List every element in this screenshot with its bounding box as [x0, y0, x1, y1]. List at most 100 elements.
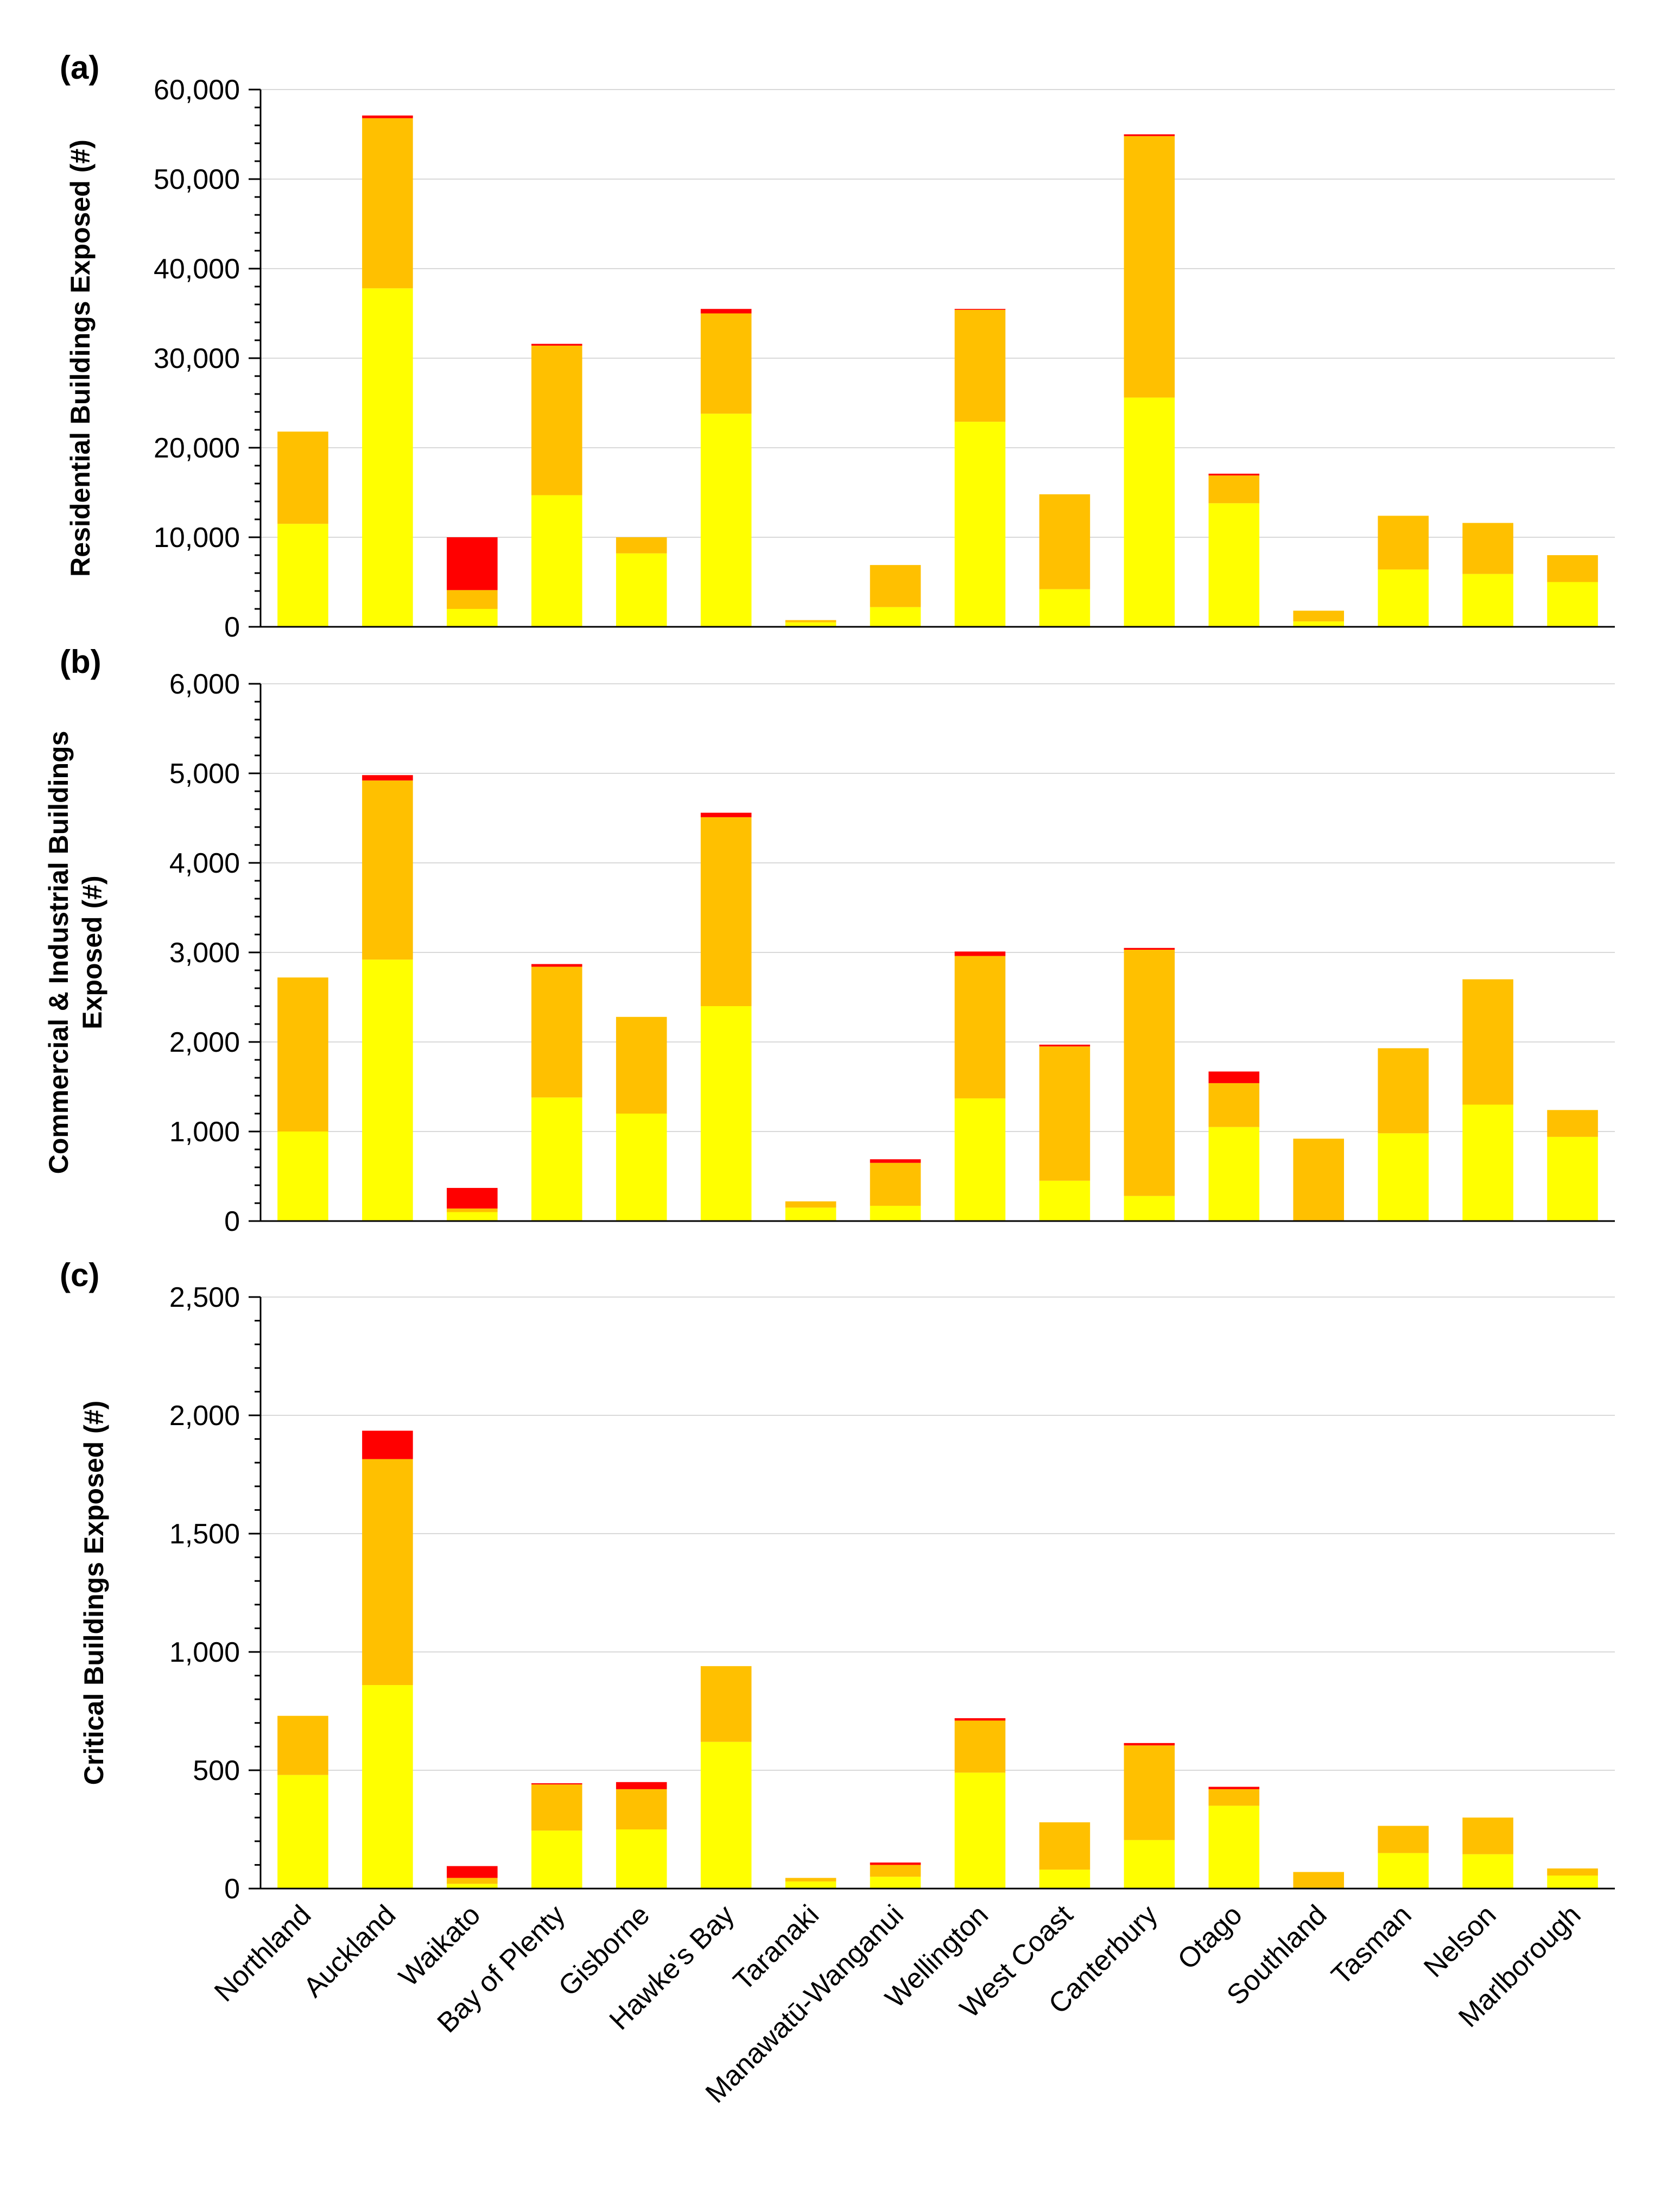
y-tick-label: 40,000 — [154, 253, 240, 285]
bar-segment-low — [1208, 503, 1260, 627]
bar-segment-medium — [1547, 1868, 1598, 1876]
bar-segment-medium — [954, 956, 1006, 1098]
bar-segment-high — [1208, 1071, 1260, 1083]
bar-segment-low — [1547, 582, 1598, 627]
bar-segment-medium — [277, 431, 328, 524]
bar-segment-low — [870, 607, 921, 627]
bar-segment-medium — [1039, 1046, 1091, 1181]
bar-segment-high — [954, 1718, 1006, 1721]
bar-segment-low — [616, 1829, 667, 1889]
y-axis-label: Critical Buildings Exposed (#) — [79, 1401, 109, 1785]
bar-segment-low — [1039, 1180, 1091, 1221]
y-tick-label: 1,000 — [169, 1116, 240, 1148]
bar-segment-high — [1039, 1044, 1091, 1047]
bar-segment-low — [785, 1881, 836, 1889]
bar-segment-medium — [1208, 1083, 1260, 1127]
bar-segment-medium — [1462, 979, 1513, 1105]
bar-segment-low — [1547, 1876, 1598, 1889]
bar-segment-high — [954, 309, 1006, 310]
y-axis-label-line: Commercial & Industrial Buildings — [43, 731, 74, 1174]
bar-segment-medium — [1124, 1745, 1175, 1840]
panel-a: 0 10,000 20,000 30,000 40,000 50,000 60,000 (a)… — [60, 49, 1615, 643]
bar-segment-high — [1124, 948, 1175, 950]
bar-segment-medium — [1462, 1817, 1513, 1854]
bar-segment-high — [700, 812, 752, 817]
bar-segment-low — [1547, 1136, 1598, 1221]
y-axis-label: Commercial & Industrial Buildings Exposed… — [43, 731, 107, 1174]
bar-segment-low — [277, 1132, 328, 1221]
bar-segment-low — [1462, 574, 1513, 627]
bar-segment-high — [700, 309, 752, 314]
panel-letter: (b) — [60, 644, 102, 680]
bar-segment-high — [1124, 134, 1175, 136]
y-tick-label: 2,000 — [169, 1400, 240, 1432]
panel-c: 0 500 1,000 1,500 2,000 2,500 (c) Critical Buil… — [60, 1257, 1615, 1905]
y-tick-label: 4,000 — [169, 848, 240, 879]
bar-segment-low — [447, 609, 498, 627]
bar-segment-medium — [277, 1715, 328, 1775]
bar-segment-low — [1208, 1127, 1260, 1221]
bar-segment-low — [1378, 1133, 1429, 1221]
y-axis-label: Residential Buildings Exposed (#) — [65, 139, 96, 577]
bar-segment-high — [870, 1159, 921, 1163]
y-tick-label: 3,000 — [169, 937, 240, 969]
bar-segment-medium — [785, 1201, 836, 1208]
bar-segment-medium — [954, 309, 1006, 422]
bar-segment-low — [362, 288, 413, 627]
bar-segment-medium — [616, 537, 667, 554]
y-tick-label: 5,000 — [169, 758, 240, 790]
bar-segment-low — [785, 622, 836, 627]
y-tick-label: 6,000 — [169, 669, 240, 700]
x-tick-label: Northland — [208, 1899, 317, 2007]
bar-segment-medium — [954, 1720, 1006, 1773]
y-tick-label: 50,000 — [154, 164, 240, 195]
bar-segment-medium — [1547, 555, 1598, 582]
x-tick-label: Auckland — [297, 1899, 402, 2003]
bar-segment-medium — [1124, 950, 1175, 1196]
bar-segment-low — [954, 1098, 1006, 1221]
y-tick-label: 60,000 — [154, 74, 240, 106]
bar-segment-medium — [700, 313, 752, 414]
bar-segment-medium — [362, 1459, 413, 1686]
bar-segment-low — [785, 1207, 836, 1221]
y-tick-label: 0 — [224, 1206, 240, 1237]
y-tick-label: 20,000 — [154, 433, 240, 464]
y-tick-label: 10,000 — [154, 522, 240, 554]
bar-segment-medium — [1039, 1822, 1091, 1870]
bar-segment-low — [531, 1097, 582, 1221]
bar-segment-low — [277, 1775, 328, 1889]
bar-segment-medium — [447, 1878, 498, 1884]
y-tick-label: 0 — [224, 612, 240, 643]
bar-segment-medium — [870, 565, 921, 607]
bar-segment-low — [616, 553, 667, 627]
bar-segment-high — [362, 1431, 413, 1459]
bar-segment-medium — [447, 590, 498, 609]
bar-segment-medium — [1378, 1048, 1429, 1134]
x-tick-label: Tasman — [1326, 1899, 1418, 1991]
bar-segment-low — [870, 1205, 921, 1221]
bar-segment-low — [531, 1830, 582, 1889]
bar-segment-high — [1124, 1743, 1175, 1746]
bar-segment-low — [1462, 1104, 1513, 1221]
y-axis-label-line: Exposed (#) — [77, 875, 107, 1029]
bar-segment-low — [277, 524, 328, 627]
bar-segment-high — [531, 344, 582, 346]
bar-segment-medium — [1293, 611, 1344, 622]
bar-segment-high — [447, 1866, 498, 1878]
bar-segment-low — [1039, 1870, 1091, 1889]
bar-segment-medium — [1039, 494, 1091, 589]
bar-segment-medium — [1547, 1110, 1598, 1137]
bar-segment-low — [1378, 569, 1429, 627]
bar-segment-low — [700, 1741, 752, 1889]
bar-segment-low — [1378, 1853, 1429, 1889]
bar-segment-medium — [785, 620, 836, 622]
bar-segment-medium — [870, 1162, 921, 1206]
y-tick-label: 2,500 — [169, 1282, 240, 1313]
bar-segment-medium — [870, 1865, 921, 1877]
bar-segment-medium — [531, 1784, 582, 1831]
bar-segment-low — [870, 1877, 921, 1889]
bar-segment-medium — [1124, 136, 1175, 398]
bar-segment-medium — [362, 118, 413, 289]
bar-segment-medium — [616, 1789, 667, 1829]
